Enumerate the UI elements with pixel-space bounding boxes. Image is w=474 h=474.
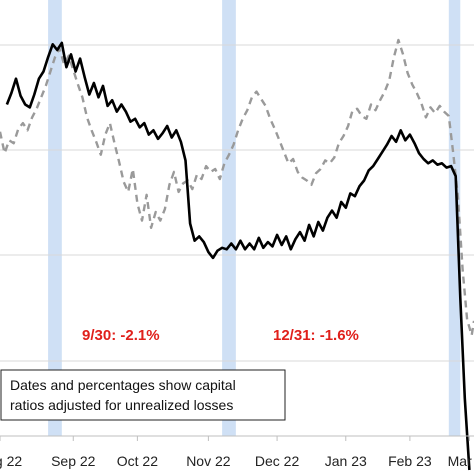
highlight-band-1 <box>222 0 236 436</box>
annotation-q3: 9/30: -2.1% <box>82 327 160 344</box>
x-tick-label: Oct 22 <box>117 453 158 469</box>
x-tick-label: Nov 22 <box>186 453 231 469</box>
x-tick-label: Dec 22 <box>255 453 300 469</box>
x-tick-label: Feb 23 <box>388 453 432 469</box>
gridlines <box>0 44 474 362</box>
x-tick-label: Jan 23 <box>325 453 367 469</box>
series-line-dashed <box>0 38 474 337</box>
x-axis-ticks: Aug 22 Sep 22 Oct 22 Nov 22 Dec 22 Jan 23 Feb … <box>0 436 474 469</box>
note-box <box>0 369 286 421</box>
note-line-1: Dates and percentages show capital <box>10 377 236 393</box>
x-tick-label: Aug 22 <box>0 453 22 469</box>
note-line-2: ratios adjusted for unrealized losses <box>10 397 233 413</box>
series-lines <box>0 38 474 471</box>
highlight-bands <box>48 0 461 436</box>
x-tick-label: Mar 23 <box>448 453 474 469</box>
highlight-band-0 <box>48 0 62 436</box>
x-tick-label: Sep 22 <box>51 453 96 469</box>
highlight-band-2 <box>448 0 461 436</box>
annotation-q4: 12/31: -1.6% <box>273 327 359 344</box>
series-line-solid <box>5 41 471 471</box>
